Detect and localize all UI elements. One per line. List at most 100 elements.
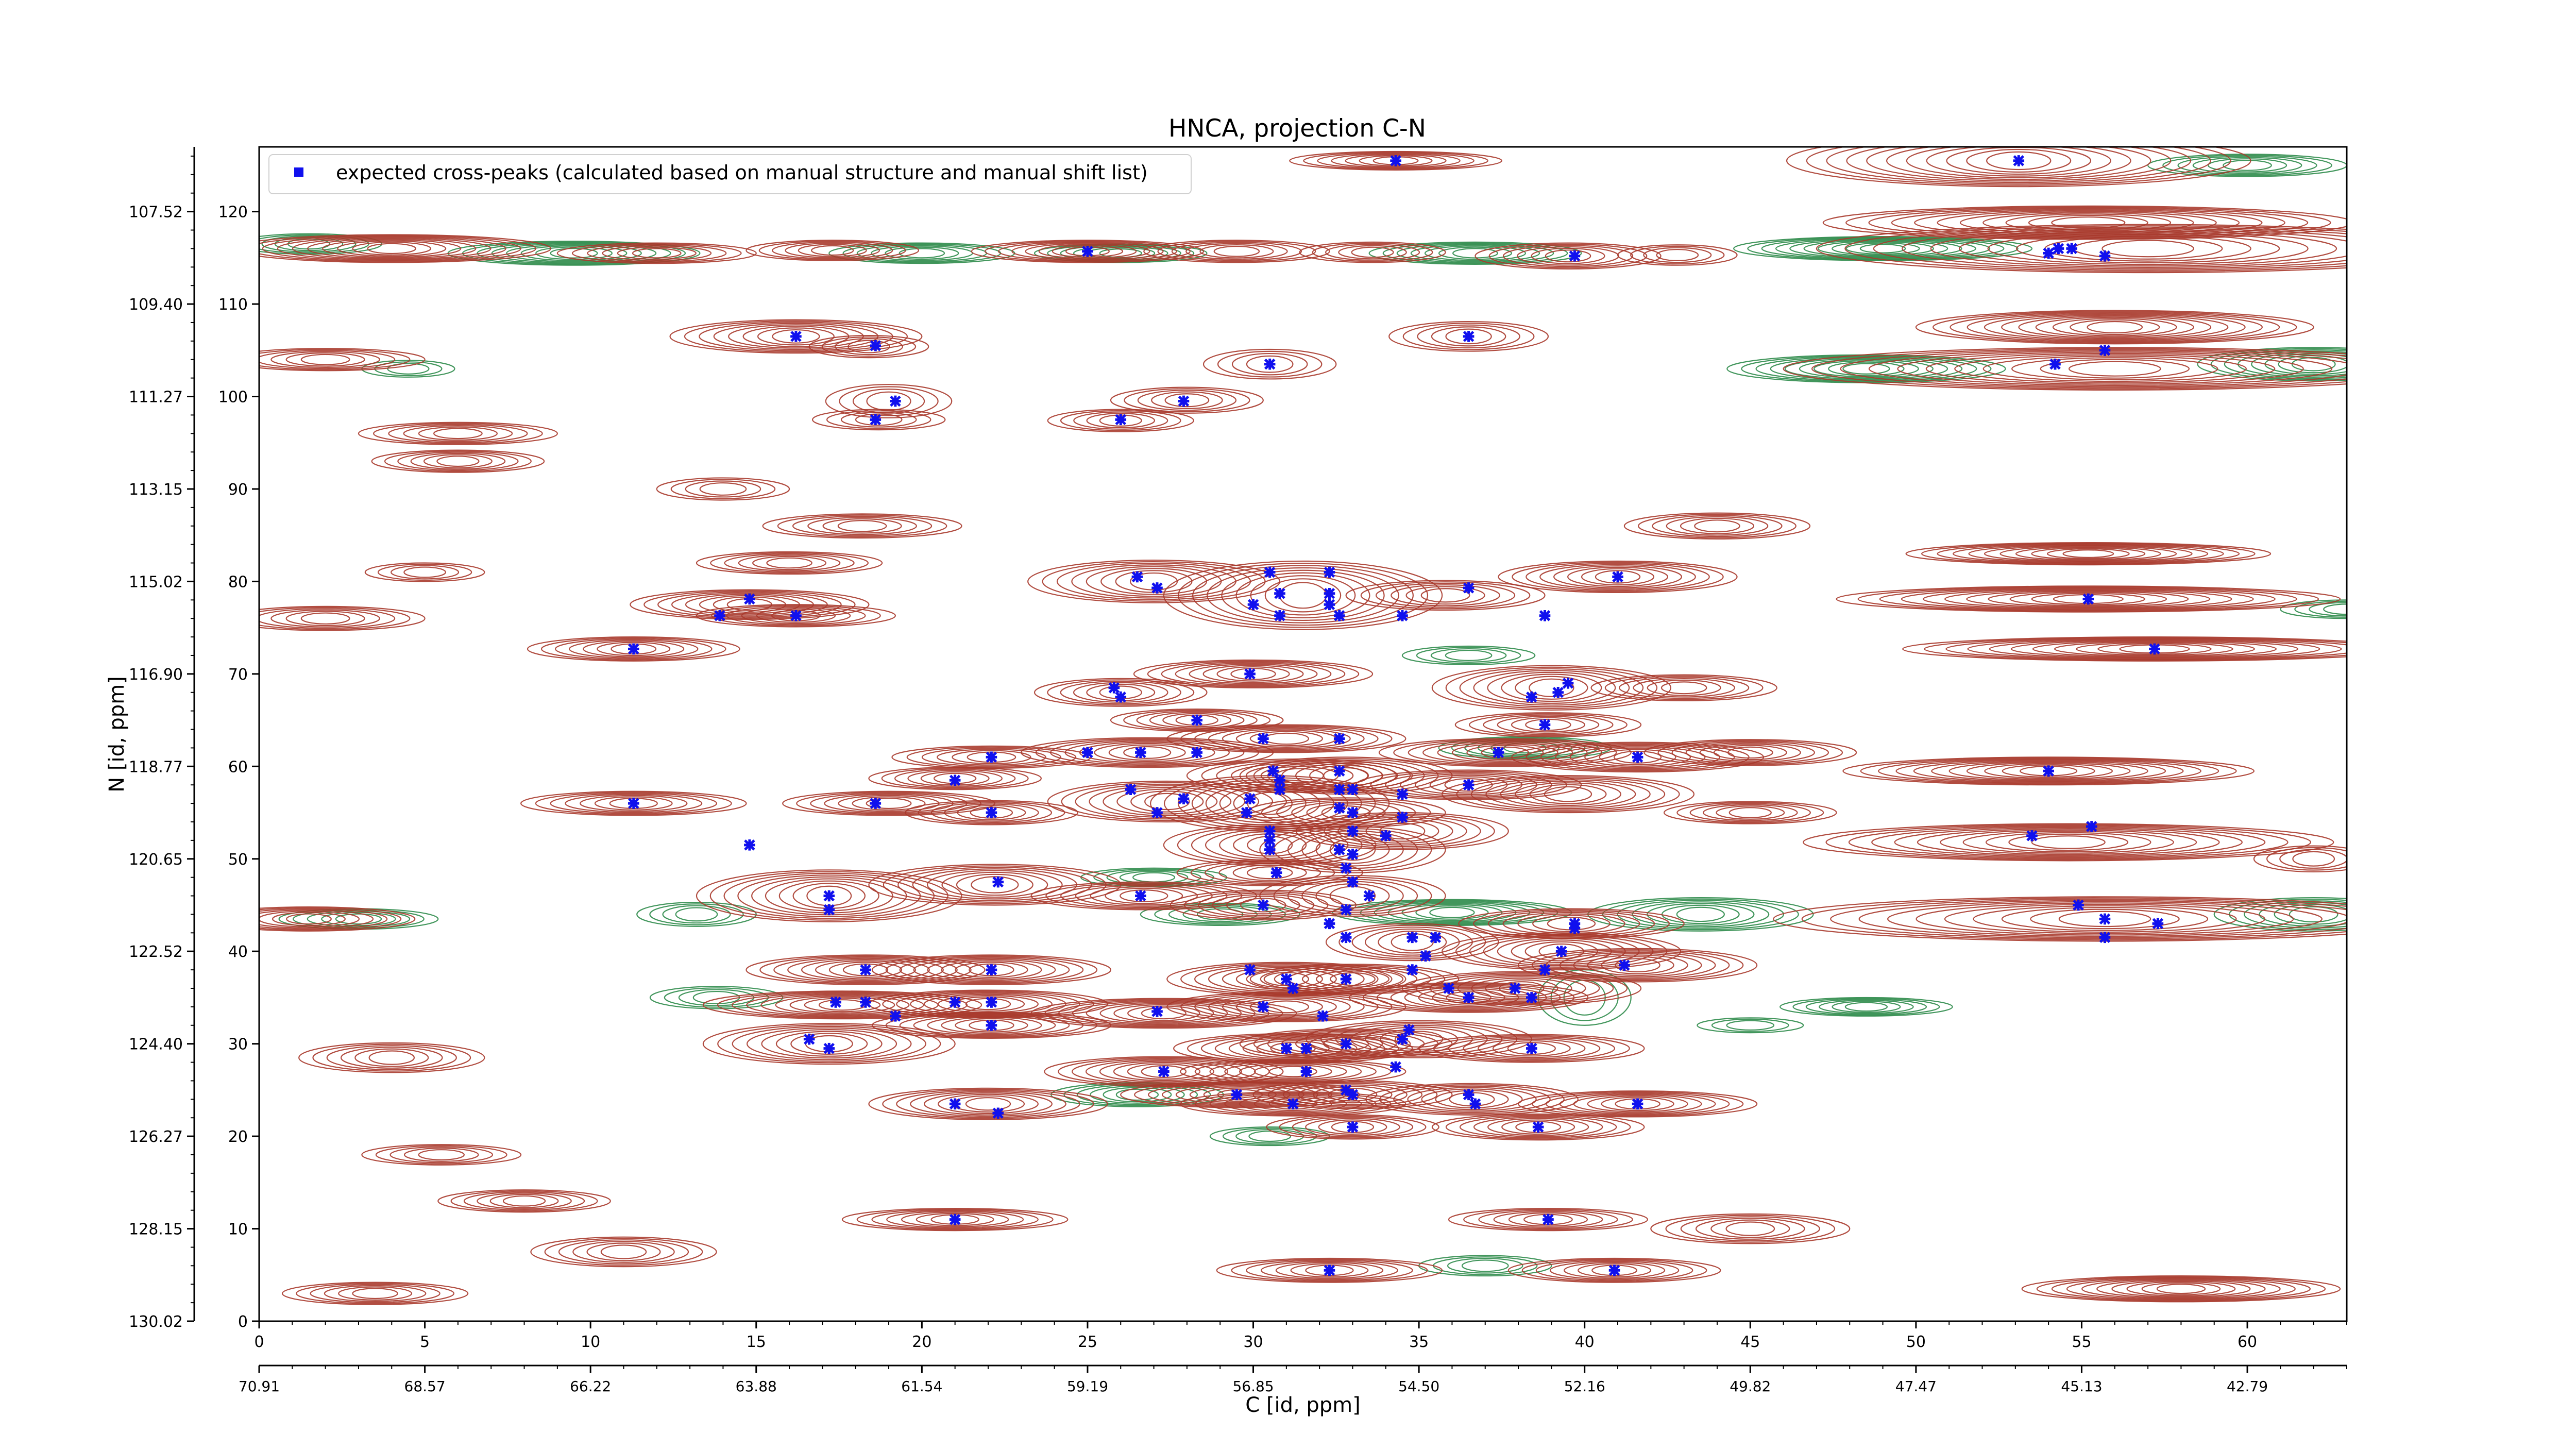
positive-contour-ring [1485,779,1651,810]
positive-contour-ring [1011,242,1164,261]
positive-contour-ring [300,353,350,365]
positive-contour-ring [2002,764,2095,778]
x-ppm-tick-label: 45.13 [2061,1378,2102,1395]
positive-contour-ring [1937,543,2240,564]
positive-contour-ring [1665,1215,1836,1243]
positive-contour-ring [281,1282,469,1305]
positive-contour-ring [1086,413,1156,429]
y-ppm-tick-label: 122.52 [129,943,183,961]
negative-contour-ring [2224,349,2347,379]
positive-contour-ring [403,566,446,578]
positive-contour-ring [354,1048,429,1067]
legend-box [268,154,1192,194]
negative-contour-ring [1842,363,1890,375]
positive-contour-ring [941,871,1048,898]
positive-contour-ring [1445,328,1492,345]
positive-contour-ring [1299,241,1446,263]
cross-peak-marker [2086,821,2097,832]
positive-contour-ring [1202,665,1304,683]
positive-contour-ring [1422,741,1588,764]
positive-contour-ring [1926,147,2111,177]
positive-contour-ring [871,1209,1039,1229]
negative-contour-ring [1859,243,1906,254]
positive-contour-ring [1695,1218,1805,1240]
x-tick-label: 20 [912,1333,931,1351]
positive-contour-ring [955,1018,1028,1033]
positive-contour-ring [1177,563,1429,628]
positive-contour-ring [1166,724,1406,753]
cross-peak-marker [1569,250,1581,262]
positive-contour-ring [913,957,1070,982]
positive-contour-ring [1463,1208,1633,1231]
cross-peak-marker [2053,243,2064,255]
positive-contour-ring [1966,148,2072,173]
positive-contour-ring [937,1093,1039,1114]
positive-contour-ring [1415,972,1628,1005]
positive-contour-ring [583,641,685,658]
positive-contour-ring [1141,1007,1187,1020]
positive-contour-ring [1539,564,1696,590]
cross-peak-marker [628,798,639,809]
positive-peak-contours [1378,738,1632,767]
cross-peak-marker [1244,793,1256,804]
x-tick-label: 55 [2072,1333,2091,1351]
positive-peak-contours [1170,889,1357,921]
positive-contour-ring [1260,1260,1398,1280]
positive-contour-ring [1472,909,1670,938]
positive-contour-ring [2015,233,2280,264]
positive-peak-contours [1507,1257,1721,1283]
negative-contour-ring [261,235,357,252]
cross-peak-marker [1333,802,1345,814]
positive-contour-ring [632,248,682,259]
positive-contour-ring [1437,742,1573,763]
cross-peak-marker [1333,844,1345,855]
positive-contour-ring [1442,775,1695,814]
positive-contour-ring [1235,572,1370,618]
positive-contour-ring [597,642,671,656]
positive-contour-ring [838,795,940,812]
positive-contour-ring [1137,390,1237,411]
positive-contour-ring [804,998,881,1013]
positive-contour-ring [1950,311,2280,343]
positive-contour-ring [1526,743,1750,772]
positive-contour-ring [1330,972,1376,986]
positive-contour-ring [463,1191,585,1211]
positive-contour-ring [848,340,890,353]
cross-peak-marker [1324,587,1335,599]
positive-contour-ring [1573,1094,1702,1114]
cross-peak-marker [830,997,841,1008]
positive-contour-ring [916,1212,994,1226]
cross-peak-marker [1539,964,1551,975]
x-tick-label: 60 [2238,1333,2257,1351]
positive-contour-ring [713,323,879,350]
positive-contour-ring [1420,588,1470,603]
y-tick-label: 120 [218,204,248,222]
cross-peak-marker [1463,779,1475,790]
legend-label: expected cross-peaks (calculated based o… [336,161,1148,184]
x-axis-title: C [id, ppm] [1245,1393,1361,1417]
cross-peak-marker [949,997,961,1008]
cross-peak-marker [2043,247,2054,259]
cross-peak-marker [1125,784,1137,795]
positive-peak-contours [656,477,790,501]
positive-peak-contours [868,1087,1108,1120]
positive-contour-ring [364,562,485,582]
positive-contour-ring [1886,147,2151,180]
positive-contour-ring [1660,681,1707,695]
cross-peak-marker [1347,825,1359,837]
cross-peak-marker [1340,904,1352,916]
x-axis-ppm-ticks: 70.91 68.57 66.22 63.88 61.54 59.19 56.85 54.50… [239,1366,2347,1395]
positive-contour-ring [433,428,483,440]
positive-peak-contours [782,790,995,816]
positive-contour-ring [1325,923,1499,962]
positive-peak-contours [437,1189,611,1213]
cross-peak-marker [1390,155,1401,166]
positive-contour-ring [1033,678,1208,707]
positive-contour-ring [1375,582,1516,608]
positive-contour-ring [798,244,867,257]
positive-contour-ring [1860,757,2237,785]
positive-contour-ring [1725,1221,1775,1236]
positive-contour-ring [1549,1260,1680,1280]
cross-peak-marker [1463,331,1475,342]
positive-contour-ring [1263,732,1310,745]
